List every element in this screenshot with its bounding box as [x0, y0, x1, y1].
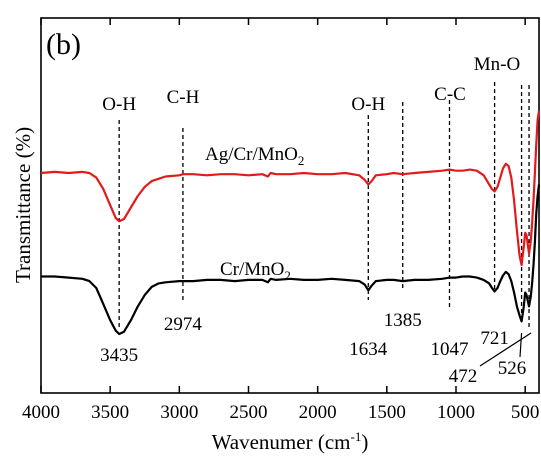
peak-label: 1634 — [349, 339, 388, 360]
panel-label: (b) — [46, 28, 81, 61]
series-label-cr-main: Cr/MnO — [220, 259, 284, 280]
y-axis-title: Transmittance (%) — [11, 127, 35, 283]
peak-label: 1047 — [430, 339, 468, 360]
group-label: O-H — [102, 94, 136, 115]
annotation-labels: O-H C-H O-H C-C Mn-O 3435 2974 1634 1385 1047 7214… — [100, 54, 532, 387]
series-lines — [40, 110, 541, 336]
leader-line-472 — [479, 332, 532, 367]
x-tick-label: 3000 — [160, 402, 198, 423]
peak-dashed-lines — [118, 82, 530, 330]
series-label-ag-sub: 2 — [298, 153, 305, 168]
series-label-cr-mno2: Cr/MnO2 — [220, 259, 291, 283]
series-label-ag-cr-mno2: Ag/Cr/MnO2 — [205, 144, 304, 168]
group-label: C-C — [434, 84, 466, 105]
peak-label: 721 — [480, 328, 509, 349]
peak-label: 3435 — [100, 345, 138, 366]
series-label-cr-sub: 2 — [284, 268, 291, 283]
group-label: Mn-O — [474, 54, 520, 75]
x-axis-ticks: 4000 3500 3000 2500 2000 1500 1000 500 — [22, 18, 539, 423]
peak-label: 1385 — [384, 310, 422, 331]
peak-label: 526 — [498, 358, 527, 379]
x-tick-label: 3500 — [91, 402, 129, 423]
x-tick-label: 4000 — [22, 402, 60, 423]
peak-label: 2974 — [164, 314, 203, 335]
x-axis-title-main: Wavenumer (cm — [212, 430, 351, 454]
x-axis-title-sup: -1 — [350, 429, 361, 444]
series-line-ag-cr-mno2 — [40, 110, 541, 267]
group-label: O-H — [351, 94, 385, 115]
x-axis-title: Wavenumer (cm-1) — [212, 429, 369, 454]
series-line-cr-mno2 — [41, 184, 541, 336]
x-tick-label: 2500 — [230, 402, 268, 423]
x-tick-label: 1500 — [368, 402, 406, 423]
series-label-ag-main: Ag/Cr/MnO — [205, 144, 298, 165]
group-label: C-H — [167, 87, 200, 108]
x-axis-title-tail: ) — [361, 430, 368, 454]
x-tick-label: 2000 — [299, 402, 337, 423]
leader-line-526 — [519, 332, 523, 358]
x-tick-label: 500 — [511, 402, 540, 423]
plot-frame — [40, 17, 540, 394]
x-tick-label: 1000 — [437, 402, 475, 423]
peak-label: 472 — [449, 366, 478, 387]
